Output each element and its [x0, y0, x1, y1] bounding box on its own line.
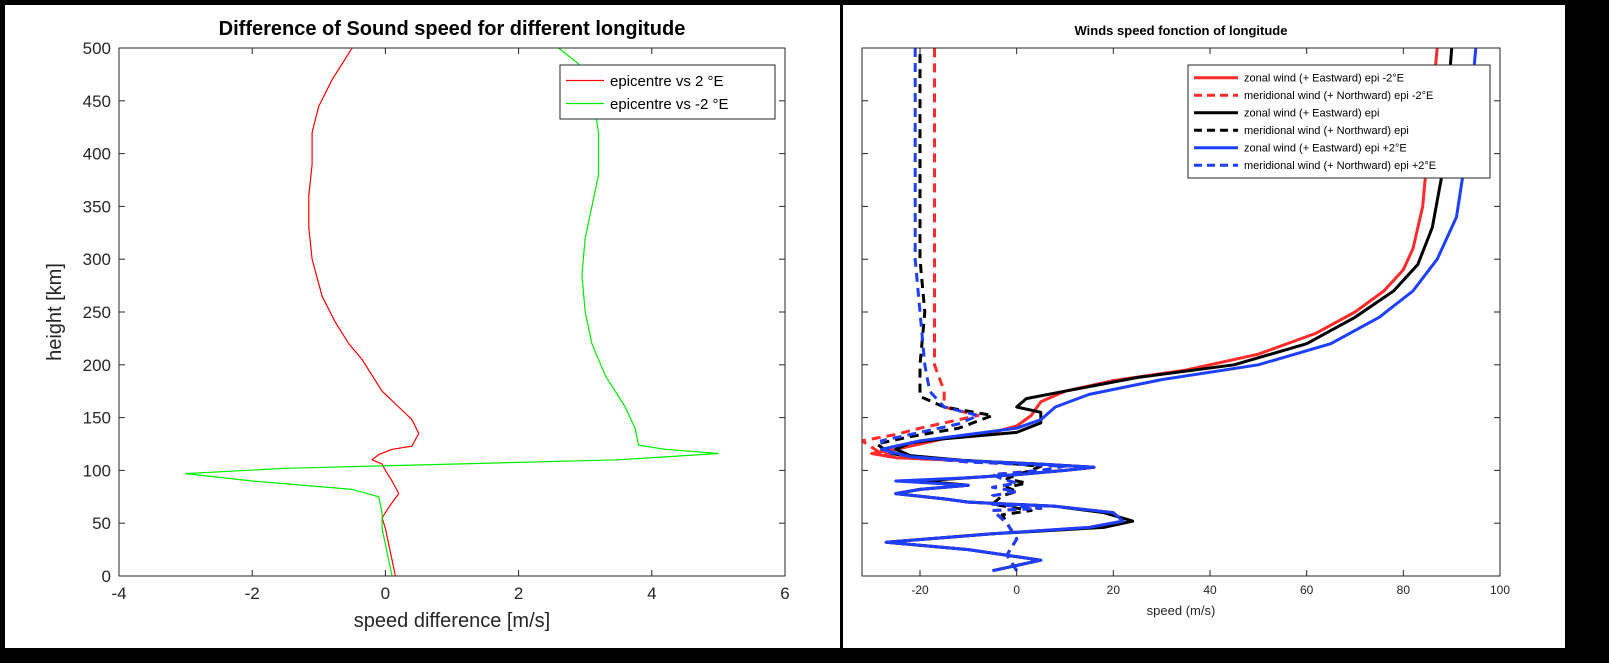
legend-label-1: zonal wind (+ Eastward) epi -2°E — [1244, 73, 1404, 85]
chart-title: Difference of Sound speed for different … — [219, 18, 686, 40]
legend: zonal wind (+ Eastward) epi -2°E meridion… — [1187, 64, 1491, 179]
x-tick-label: 60 — [1300, 583, 1314, 597]
y-tick-label: 400 — [83, 145, 111, 164]
x-tick-label: 4 — [647, 584, 656, 603]
series-line-1 — [308, 48, 420, 576]
chart-1: -4 -2 0 2 4 6 0 50 100 150 200 250 300 350 400 450 500 Di… — [44, 18, 790, 632]
legend-label-1: epicentre vs 2 °E — [610, 73, 724, 90]
y-tick-label: 300 — [83, 250, 111, 269]
series-line-6 — [879, 48, 1067, 572]
y-tick-label: 100 — [83, 461, 111, 480]
series-line-2 — [185, 48, 719, 576]
plot-area — [119, 48, 785, 576]
legend-label-4: meridional wind (+ Northward) epi — [1244, 125, 1409, 137]
chart-2: -20 0 20 40 60 80 100 Winds speed fonction of l… — [861, 23, 1510, 618]
x-tick-label: 6 — [780, 584, 789, 603]
series-group — [862, 48, 1478, 573]
legend: epicentre vs 2 °E epicentre vs -2 °E — [559, 64, 776, 120]
x-tick-label: 80 — [1397, 583, 1411, 597]
legend-box — [559, 64, 776, 120]
x-tick-label: -2 — [245, 584, 260, 603]
y-tick-label: 350 — [83, 197, 111, 216]
y-tick-label: 50 — [92, 514, 111, 533]
x-tick-label: 2 — [514, 584, 523, 603]
y-tick-label: 150 — [83, 409, 111, 428]
y-axis-label: height [km] — [44, 263, 66, 361]
y-tick-label: 200 — [83, 356, 111, 375]
x-tick-label: 0 — [1013, 583, 1020, 597]
x-tick-label: 0 — [381, 584, 390, 603]
chart-title: Winds speed fonction of longitude — [1075, 23, 1288, 38]
x-tick-label: -4 — [111, 584, 126, 603]
y-tick-label: 0 — [102, 567, 111, 586]
legend-label-2: meridional wind (+ Northward) epi -2°E — [1244, 90, 1433, 102]
series-line-4 — [875, 48, 1043, 572]
legend-label-5: zonal wind (+ Eastward) epi +2°E — [1244, 143, 1407, 155]
y-tick-label: 250 — [83, 303, 111, 322]
legend-box — [1187, 64, 1491, 179]
series-group — [185, 48, 719, 576]
legend-label-6: meridional wind (+ Northward) epi +2°E — [1244, 160, 1436, 172]
x-tick-label: 20 — [1107, 583, 1121, 597]
y-tick-label: 450 — [83, 92, 111, 111]
x-tick-label: -20 — [911, 583, 929, 597]
legend-label-3: zonal wind (+ Eastward) epi — [1244, 108, 1379, 120]
y-tick-label: 500 — [83, 39, 111, 58]
legend-label-2: epicentre vs -2 °E — [610, 96, 729, 113]
x-tick-label: 100 — [1490, 583, 1510, 597]
x-axis-label: speed difference [m/s] — [354, 610, 550, 632]
x-tick-label: 40 — [1203, 583, 1217, 597]
x-axis-label: speed (m/s) — [1147, 603, 1216, 618]
